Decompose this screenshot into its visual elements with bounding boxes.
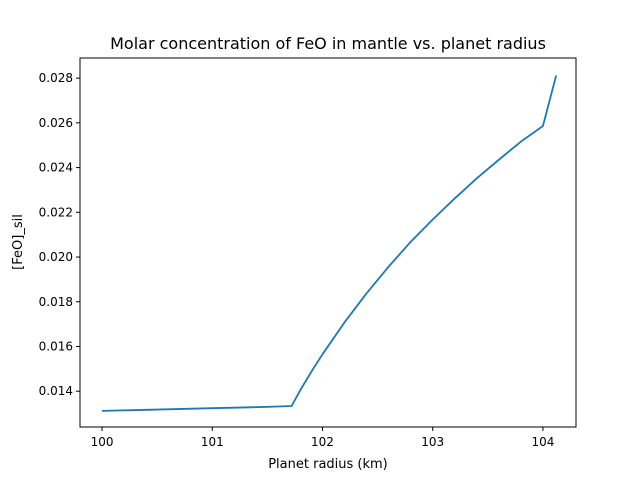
y-tick-label: 0.024 [39, 161, 73, 175]
series-line [102, 75, 558, 412]
y-tick-label: 0.026 [39, 116, 73, 130]
x-tick-label: 100 [91, 435, 114, 449]
axes-frame [79, 57, 577, 428]
x-axis-label: Planet radius (km) [268, 457, 388, 472]
plot-area: 100 101 102 103 104 0.014 0.016 0.018 0.020 0.022… [39, 71, 558, 449]
x-tick-label: 102 [311, 435, 334, 449]
y-tick-label: 0.028 [39, 71, 73, 85]
x-tick-label: 101 [201, 435, 224, 449]
y-tick-label: 0.022 [39, 205, 73, 219]
chart-title: Molar concentration of FeO in mantle vs.… [110, 34, 546, 53]
y-tick-label: 0.018 [39, 295, 73, 309]
x-tick-label: 103 [421, 435, 444, 449]
y-axis-label: [FeO]_sil [11, 214, 26, 270]
y-tick-label: 0.016 [39, 339, 73, 353]
y-tick-label: 0.020 [39, 250, 73, 264]
x-tick-label: 104 [531, 435, 554, 449]
y-tick-label: 0.014 [39, 384, 73, 398]
